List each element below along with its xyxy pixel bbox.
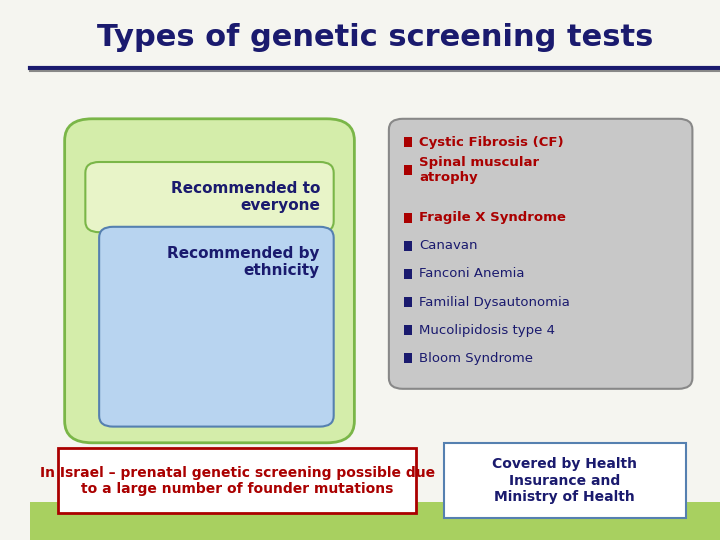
FancyBboxPatch shape [404, 213, 413, 222]
FancyBboxPatch shape [404, 269, 413, 279]
Text: Fanconi Anemia: Fanconi Anemia [419, 267, 525, 280]
FancyBboxPatch shape [99, 227, 333, 427]
FancyBboxPatch shape [389, 119, 693, 389]
Text: Recommended to
everyone: Recommended to everyone [171, 181, 320, 213]
Text: Canavan: Canavan [419, 239, 478, 252]
Text: Cystic Fibrosis (CF): Cystic Fibrosis (CF) [419, 136, 564, 148]
Text: Fragile X Syndrome: Fragile X Syndrome [419, 211, 566, 224]
FancyBboxPatch shape [30, 502, 720, 540]
FancyBboxPatch shape [404, 137, 413, 147]
FancyBboxPatch shape [58, 448, 416, 513]
FancyBboxPatch shape [404, 165, 413, 175]
FancyBboxPatch shape [404, 325, 413, 335]
FancyBboxPatch shape [404, 241, 413, 251]
Text: In Israel – prenatal genetic screening possible due
to a large number of founder: In Israel – prenatal genetic screening p… [40, 465, 435, 496]
FancyBboxPatch shape [444, 443, 685, 518]
Text: Mucolipidosis type 4: Mucolipidosis type 4 [419, 323, 555, 336]
Text: Bloom Syndrome: Bloom Syndrome [419, 352, 534, 365]
Text: Recommended by
ethnicity: Recommended by ethnicity [167, 246, 320, 278]
Text: Types of genetic screening tests: Types of genetic screening tests [97, 23, 653, 52]
FancyBboxPatch shape [86, 162, 333, 232]
FancyBboxPatch shape [65, 119, 354, 443]
Text: Familial Dysautonomia: Familial Dysautonomia [419, 295, 570, 308]
FancyBboxPatch shape [404, 297, 413, 307]
Text: Covered by Health
Insurance and
Ministry of Health: Covered by Health Insurance and Ministry… [492, 457, 637, 504]
Text: Spinal muscular
atrophy: Spinal muscular atrophy [419, 156, 539, 184]
FancyBboxPatch shape [404, 353, 413, 363]
